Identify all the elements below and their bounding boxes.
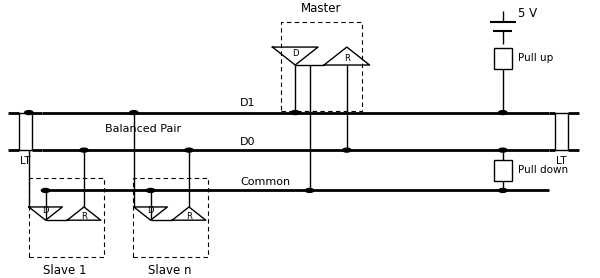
Text: 5 V: 5 V bbox=[518, 8, 537, 20]
Circle shape bbox=[146, 188, 155, 192]
Bar bbox=[281, 22, 362, 111]
Text: D0: D0 bbox=[240, 137, 256, 147]
Circle shape bbox=[25, 111, 33, 115]
Bar bbox=[19, 113, 32, 150]
Text: D: D bbox=[148, 206, 154, 215]
Text: Pull down: Pull down bbox=[518, 165, 568, 175]
Circle shape bbox=[499, 111, 507, 115]
Text: Master: Master bbox=[301, 2, 341, 15]
Text: Balanced Pair: Balanced Pair bbox=[105, 124, 181, 133]
Text: R: R bbox=[81, 212, 87, 221]
Text: D1: D1 bbox=[240, 98, 256, 108]
Circle shape bbox=[185, 148, 193, 152]
Circle shape bbox=[499, 148, 507, 152]
Text: Pull up: Pull up bbox=[518, 53, 553, 63]
Text: LT: LT bbox=[20, 156, 31, 166]
Circle shape bbox=[291, 111, 299, 115]
Text: D: D bbox=[43, 206, 49, 215]
Circle shape bbox=[305, 188, 314, 192]
Text: Slave 1: Slave 1 bbox=[43, 264, 86, 277]
Text: LT: LT bbox=[556, 156, 567, 166]
Circle shape bbox=[41, 188, 50, 192]
Circle shape bbox=[343, 148, 351, 152]
Bar bbox=[29, 178, 104, 257]
Text: R: R bbox=[186, 212, 192, 221]
Text: Common: Common bbox=[240, 177, 290, 187]
Text: Slave n: Slave n bbox=[148, 264, 191, 277]
Circle shape bbox=[130, 111, 138, 115]
Bar bbox=[133, 178, 208, 257]
Bar bbox=[494, 48, 512, 69]
Bar bbox=[494, 160, 512, 181]
Text: R: R bbox=[344, 54, 350, 63]
Circle shape bbox=[80, 148, 88, 152]
Circle shape bbox=[499, 188, 507, 192]
Text: D: D bbox=[292, 49, 298, 58]
Bar bbox=[555, 113, 568, 150]
